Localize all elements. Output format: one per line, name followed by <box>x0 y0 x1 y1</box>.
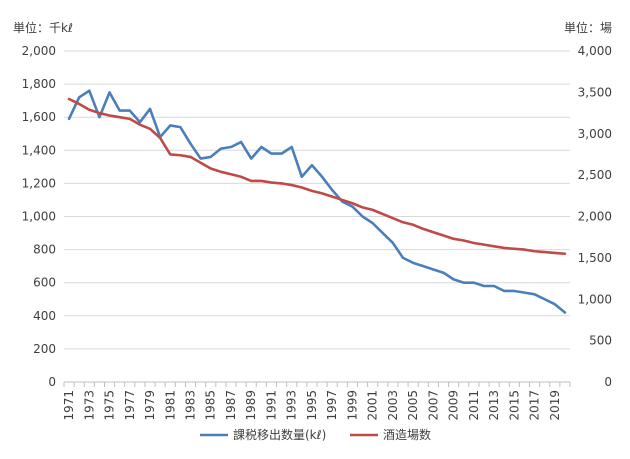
left-axis-tick-label: 1,600 <box>22 110 56 124</box>
x-axis-tick-label: 1979 <box>143 390 157 421</box>
x-axis-tick-label: 1983 <box>184 390 198 421</box>
x-axis-tick-label: 2001 <box>366 390 380 421</box>
x-axis-tick-label: 1995 <box>305 390 319 421</box>
x-axis-tick-label: 2007 <box>426 390 440 421</box>
axes: 0 200 400 600 800 1,000 1,200 1,400 1,600 1,800 2,… <box>22 44 612 421</box>
legend-label-1: 課税移出数量(kℓ) <box>233 427 326 442</box>
left-axis-tick-label: 1,400 <box>22 143 56 157</box>
right-axis-tick-label: 3,500 <box>578 85 612 99</box>
left-axis-unit-label: 単位：千kℓ <box>13 20 73 35</box>
x-axis-tick-label: 1981 <box>163 390 177 421</box>
left-axis-tick-label: 1,000 <box>22 210 56 224</box>
x-axis-tick-label: 2015 <box>507 390 521 421</box>
right-axis-tick-label: 4,000 <box>578 44 612 58</box>
x-axis-tick-label: 2017 <box>528 390 542 421</box>
x-axis-tick-label: 1973 <box>82 390 96 421</box>
x-axis-tick-label: 1987 <box>224 390 238 421</box>
right-axis-tick-label: 3,000 <box>578 127 612 141</box>
left-axis-tick-label: 600 <box>33 276 56 290</box>
series-line-2 <box>67 97 567 256</box>
right-axis-tick-label: 1,000 <box>578 292 612 306</box>
left-axis-tick-label: 400 <box>33 309 56 323</box>
x-axis-tick-label: 2005 <box>406 390 420 421</box>
x-axis-tick-label: 1997 <box>325 390 339 421</box>
x-axis-tick-label: 1999 <box>345 390 359 421</box>
x-axis-tick-label: 1977 <box>123 390 137 421</box>
left-axis-tick-label: 1,800 <box>22 77 56 91</box>
legend-label-2: 酒造場数 <box>383 427 431 442</box>
x-axis-tick-label: 1991 <box>264 390 278 421</box>
left-axis-tick-label: 1,200 <box>22 176 56 190</box>
legend: 課税移出数量(kℓ) 酒造場数 <box>200 427 431 442</box>
x-axis-tick-label: 2011 <box>467 390 481 421</box>
x-axis-tick-label: 1989 <box>244 390 258 421</box>
left-axis-tick-label: 0 <box>48 375 56 389</box>
right-axis-tick-label: 500 <box>589 334 612 348</box>
right-axis-unit-label: 単位：場 <box>564 20 612 35</box>
x-axis-tick-label: 1993 <box>285 390 299 421</box>
right-axis-tick-label: 0 <box>604 375 612 389</box>
x-axis-tick-label: 2019 <box>548 390 562 421</box>
series-lines <box>67 89 567 314</box>
x-axis-tick-label: 2009 <box>447 390 461 421</box>
left-axis-tick-label: 800 <box>33 243 56 257</box>
x-axis-tick-label: 2003 <box>386 390 400 421</box>
right-axis-tick-label: 2,000 <box>578 210 612 224</box>
right-axis-tick-label: 1,500 <box>578 251 612 265</box>
x-axis-tick-label: 1985 <box>204 390 218 421</box>
x-axis-tick-label: 2013 <box>487 390 501 421</box>
left-axis-tick-label: 200 <box>33 342 56 356</box>
right-axis-tick-label: 2,500 <box>578 168 612 182</box>
gridlines <box>64 50 570 350</box>
series-line-1 <box>67 89 567 314</box>
left-axis-tick-label: 2,000 <box>22 44 56 58</box>
x-axis-tick-label: 1975 <box>103 390 117 421</box>
x-axis-tick-label: 1971 <box>62 390 76 421</box>
